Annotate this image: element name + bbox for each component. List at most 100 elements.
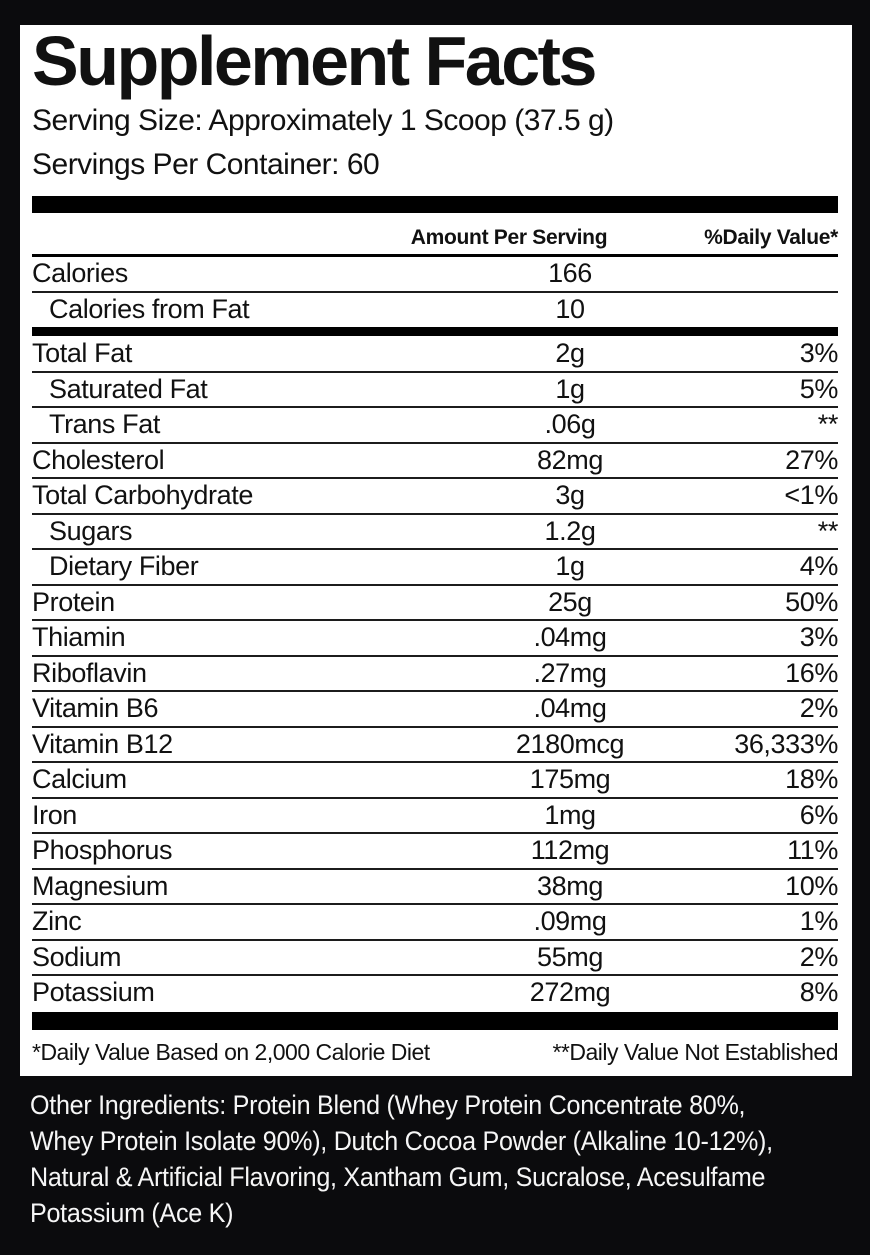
nutrient-amount: 10 [555,293,585,324]
nutrient-daily-value: 50% [785,586,838,617]
nutrient-row: Potassium 272mg 8% [32,974,838,1010]
nutrient-amount: 55mg [537,941,603,972]
nutrient-daily-value: 10% [785,870,838,901]
nutrient-amount: .04mg [533,622,607,653]
nutrient-label: Dietary Fiber [49,551,199,582]
nutrient-row: Total Fat 2g 3% [32,337,838,371]
nutrient-daily-value: 8% [799,977,839,1008]
nutrient-amount: 2g [555,338,585,369]
other-ingredients-line: Potassium (Ace K) [30,1197,234,1228]
amount-per-serving-header: Amount Per Serving [410,226,608,250]
nutrient-row: Iron 1mg 6% [32,796,839,833]
nutrient-row: Calories from Fat 10 [32,290,838,327]
nutrient-daily-value: 18% [785,764,838,795]
serving-info: Serving Size: Approximately 1 Scoop (37.… [32,99,838,187]
nutrient-amount: .06g [544,409,596,440]
nutrient-label: Calories [32,258,128,289]
nutrient-daily-value: 4% [799,551,839,582]
nutrient-row: Calories 166 [32,257,838,291]
nutrient-label: Saturated Fat [49,373,208,404]
nutrient-label: Sugars [49,515,133,546]
nutrient-daily-value: ** [817,515,839,546]
nutrient-daily-value: 3% [799,622,839,653]
serving-size-line: Serving Size: Approximately 1 Scoop (37.… [32,104,614,138]
nutrient-label: Trans Fat [49,409,160,440]
section-divider-bar-mid [32,327,838,337]
nutrient-amount: 272mg [529,977,611,1008]
nutrient-daily-value: <1% [784,480,838,511]
nutrient-amount: 1.2g [544,515,596,546]
section-divider-bar-bottom [32,1011,838,1030]
nutrient-label: Potassium [32,977,155,1008]
nutrient-daily-value: 6% [799,799,839,830]
daily-value-header: %Daily Value* [704,226,838,250]
nutrient-amount: 175mg [529,764,611,795]
nutrient-row: Magnesium 38mg 10% [32,867,838,904]
nutrient-rows: Total Fat 2g 3% Saturated Fat 1g 5% Trans Fat.… [32,337,838,1010]
nutrient-row: Cholesterol 82mg 27% [32,441,838,478]
nutrient-label: Total Fat [32,338,132,369]
other-ingredients-line: Other Ingredients: Protein Blend (Whey P… [30,1089,746,1120]
nutrient-amount: 3g [555,480,585,511]
nutrient-daily-value: 2% [799,941,839,972]
servings-per-container-line: Servings Per Container: 60 [32,148,380,182]
nutrient-amount: 38mg [537,870,603,901]
nutrient-label: Vitamin B12 [32,728,173,759]
nutrient-label: Zinc [32,906,82,937]
nutrient-row: Trans Fat .06g ** [32,406,838,442]
nutrient-amount: 166 [548,258,592,289]
nutrient-daily-value: 36,333% [734,728,838,759]
nutrient-amount: 112mg [530,835,610,866]
section-divider-bar-top [32,196,838,214]
nutrient-amount: .27mg [533,657,607,688]
nutrient-row: Dietary Fiber 1g 4% [32,548,838,584]
nutrient-label: Thiamin [32,622,126,653]
nutrient-amount: .09mg [533,906,607,937]
nutrient-row: Protein 25g 50% [32,583,838,620]
table-header-row: Amount Per Serving %Daily Value* [32,213,838,258]
nutrient-label: Cholesterol [32,444,165,475]
nutrient-row: Vitamin B12 2180mcg 36,333% [32,725,838,762]
nutrient-row: Sodium 55mg 2% [32,938,839,975]
nutrient-daily-value: 27% [785,444,838,475]
nutrient-label: Iron [32,799,77,830]
nutrient-row: Total Carbohydrate 3g <1% [32,477,838,513]
nutrient-amount: 1g [555,551,585,582]
nutrient-amount: 2180mcg [515,728,625,759]
nutrient-label: Calories from Fat [49,293,250,324]
calorie-rows: Calories 166 Calories from Fat 10 [32,257,838,326]
nutrient-daily-value: 2% [799,693,839,724]
nutrient-daily-value: 3% [799,338,839,369]
nutrient-daily-value: ** [817,409,839,440]
nutrient-amount: 82mg [537,444,603,475]
nutrient-row: Saturated Fat 1g 5% [32,370,839,407]
nutrient-row: Calcium 175mg 18% [32,761,838,797]
nutrient-daily-value: 16% [785,657,838,688]
nutrient-label: Magnesium [32,870,168,901]
nutrient-daily-value: 11% [787,835,838,866]
nutrient-row: Sugars 1.2g ** [32,512,839,549]
other-ingredients-line: Whey Protein Isolate 90%), Dutch Cocoa P… [30,1125,773,1156]
nutrient-row: Zinc .09mg 1% [32,903,838,939]
nutrient-daily-value: 5% [799,373,839,404]
other-ingredients-line: Natural & Artificial Flavoring, Xantham … [30,1161,766,1192]
daily-value-footnote: *Daily Value Based on 2,000 Calorie Diet [32,1038,430,1065]
footnotes: *Daily Value Based on 2,000 Calorie Diet… [32,1030,838,1068]
nutrient-label: Calcium [32,764,127,795]
nutrient-label: Phosphorus [32,835,173,866]
nutrient-label: Sodium [32,941,122,972]
supplement-facts-title: Supplement Facts [32,22,597,100]
nutrient-row: Phosphorus 112mg 11% [32,832,838,868]
nutrient-label: Total Carbohydrate [32,480,253,511]
not-established-footnote: **Daily Value Not Established [552,1038,838,1065]
nutrient-amount: .04mg [533,693,607,724]
nutrient-amount: 25g [548,586,592,617]
nutrient-label: Riboflavin [32,657,147,688]
nutrient-amount: 1mg [544,799,596,830]
supplement-facts-panel: Supplement Facts Serving Size: Approxima… [20,25,852,1076]
nutrient-label: Protein [32,586,115,617]
nutrient-row: Thiamin .04mg 3% [32,619,838,655]
other-ingredients: Other Ingredients: Protein Blend (Whey P… [30,1087,870,1231]
nutrient-row: Riboflavin .27mg 16% [32,654,838,691]
nutrient-amount: 1g [555,373,585,404]
